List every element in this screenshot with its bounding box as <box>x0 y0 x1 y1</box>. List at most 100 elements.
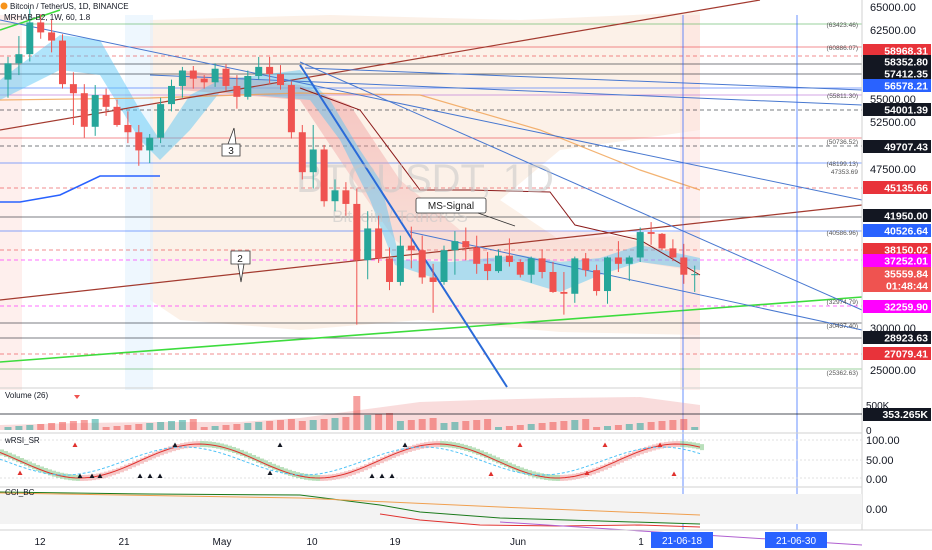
candle-body <box>505 255 513 263</box>
wrsi-band <box>20 458 24 464</box>
cci-red <box>379 513 701 528</box>
wrsi-band <box>520 467 524 474</box>
price-tag: 54001.39 <box>884 105 928 117</box>
chart-header: Bitcoin / TetherUS, 1D, BINANCE MRHAB-B2… <box>0 2 129 22</box>
candle-body <box>625 257 633 264</box>
price-tag-bg <box>863 44 931 57</box>
signal-marker <box>657 442 663 447</box>
candle-body <box>516 262 524 275</box>
highlight-band-mid <box>125 15 153 390</box>
candle-body <box>473 247 481 264</box>
price-tag-bg <box>863 181 931 194</box>
wrsi-band <box>468 446 472 453</box>
wrsi-band <box>364 464 368 471</box>
wrsi-band <box>52 470 56 477</box>
wrsi-band <box>172 445 176 452</box>
candle-body <box>451 241 459 251</box>
volume-bar <box>233 424 241 430</box>
wave-2-callout: 2 <box>230 250 251 283</box>
wrsi-band <box>44 468 48 475</box>
signal-marker <box>379 473 385 478</box>
wrsi-band <box>512 464 516 471</box>
volume-bar <box>113 426 121 430</box>
price-tick: 62500.00 <box>870 25 916 37</box>
wrsi-band <box>28 461 32 468</box>
wrsi-tick: 100.00 <box>866 435 900 447</box>
wrsi-band <box>488 453 492 460</box>
volume-bar <box>266 421 274 430</box>
wrsi-band <box>624 454 628 461</box>
wave-3-label: 3 <box>228 146 234 157</box>
wrsi-band <box>360 465 364 472</box>
wrsi-band <box>600 465 604 472</box>
wrsi-band <box>516 465 520 472</box>
wrsi-title: wRSI_SR <box>4 436 40 445</box>
candle-body <box>277 74 284 86</box>
wrsi-band <box>228 445 232 452</box>
volume-bar <box>91 419 99 430</box>
candle-body <box>211 68 219 83</box>
price-tag-bg <box>863 243 931 256</box>
candle-body <box>91 95 99 127</box>
candle-body <box>593 270 601 292</box>
ms-signal-label: MS-Signal <box>428 201 474 212</box>
volume-title: Volume (26) <box>5 391 48 400</box>
wrsi-band <box>40 466 44 473</box>
wrsi-band <box>700 444 704 451</box>
volume-ma-area <box>0 397 700 430</box>
wrsi-band <box>396 450 400 457</box>
wrsi-band <box>4 451 8 458</box>
time-label-may: May <box>213 537 232 548</box>
wrsi-band <box>240 449 244 456</box>
candle-body <box>69 84 77 94</box>
wrsi-band <box>108 470 112 477</box>
signal-marker <box>147 473 153 478</box>
wrsi-band <box>276 465 280 472</box>
candle-body <box>168 85 175 105</box>
price-axis[interactable]: 65000.0062500.0055000.0052500.0047500.00… <box>827 2 931 516</box>
candle-body <box>189 70 197 79</box>
signal-marker <box>97 473 103 478</box>
price-tag-bg <box>863 140 931 153</box>
volume-bar <box>582 419 590 430</box>
volume-bar <box>15 426 23 430</box>
price-tag: 40526.64 <box>884 226 928 238</box>
wrsi-band <box>496 457 500 464</box>
ms-signal-callout: MS-Signal <box>415 197 516 227</box>
price-tick: 52500.00 <box>870 117 916 129</box>
volume-bar <box>375 414 383 430</box>
volume-bar <box>37 424 45 430</box>
signal-marker <box>602 442 608 447</box>
volume-bar <box>135 424 143 430</box>
volume-bar <box>189 419 197 430</box>
price-tag-bg <box>863 55 931 68</box>
wrsi-band <box>272 463 276 470</box>
wrsi-band <box>380 457 384 464</box>
candle-body <box>342 190 350 204</box>
wrsi-band <box>252 454 256 461</box>
cci-orange <box>0 492 701 516</box>
price-tag-bg <box>863 300 931 313</box>
time-label-10: 10 <box>306 537 318 548</box>
volume-bar <box>69 421 77 430</box>
price-tag: 28923.63 <box>884 333 928 345</box>
wrsi-band <box>628 453 632 460</box>
wrsi-band <box>152 452 156 459</box>
candle-body <box>691 274 699 276</box>
volume-bar <box>331 418 339 430</box>
signal-marker <box>389 473 395 478</box>
candle-body <box>287 85 295 133</box>
wrsi-band <box>292 471 296 478</box>
candle-body <box>538 258 546 272</box>
signal-marker <box>277 442 283 447</box>
price-tag-bg <box>863 279 931 292</box>
volume-bar <box>157 422 165 430</box>
price-tag: 32259.90 <box>884 302 928 314</box>
price-tick: 25000.00 <box>870 365 916 377</box>
candle-body <box>462 241 470 248</box>
volume-bar <box>473 420 481 430</box>
candle-body <box>80 93 88 127</box>
volume-bar <box>386 413 393 430</box>
volume-bar <box>669 420 677 430</box>
